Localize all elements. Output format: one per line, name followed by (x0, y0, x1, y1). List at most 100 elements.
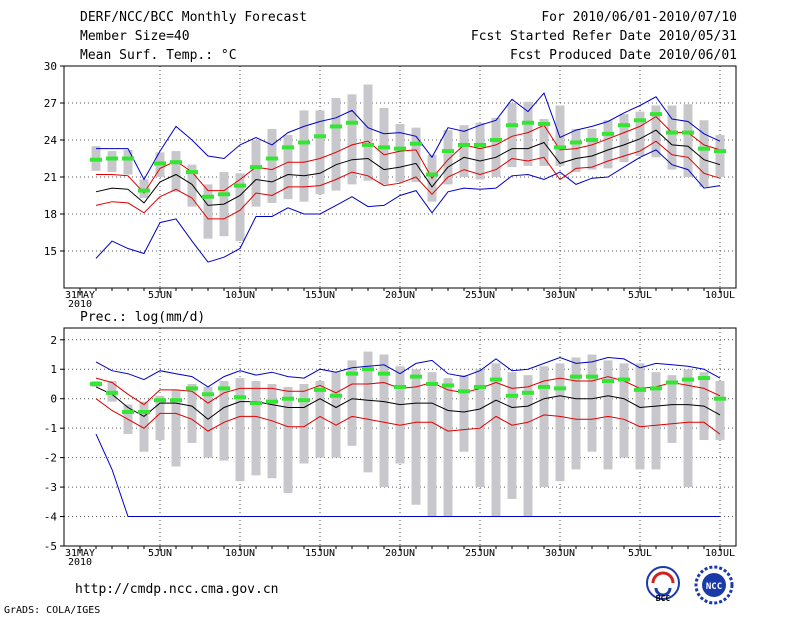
median-marker-14 (298, 140, 310, 145)
ensemble-box-25 (475, 122, 485, 180)
median-marker-19 (378, 371, 390, 376)
y-tick-label: 27 (44, 97, 57, 110)
ensemble-box-13 (283, 386, 293, 493)
x-tick-label: 5JUL (628, 290, 652, 301)
ensemble-box-30 (555, 363, 565, 482)
ensemble-box-6 (171, 389, 181, 467)
x-tick-label: 10JUL (705, 548, 735, 559)
median-marker-18 (362, 142, 374, 147)
ensemble-box-14 (299, 383, 309, 464)
median-marker-30 (554, 145, 566, 150)
ensemble-box-24 (459, 125, 469, 177)
median-marker-19 (378, 145, 390, 150)
ensemble-box-39 (699, 120, 709, 187)
ncc-logo-text: NCC (706, 582, 722, 592)
ensemble-box-36 (651, 105, 661, 158)
x-tick-label: 30JUN (545, 290, 575, 301)
median-marker-31 (570, 140, 582, 145)
median-marker-25 (474, 142, 486, 147)
median-marker-36 (650, 386, 662, 391)
ensemble-box-2 (107, 151, 117, 173)
ensemble-box-10 (235, 378, 245, 482)
median-marker-26 (490, 377, 502, 382)
x-tick-label: 10JUN (225, 290, 255, 301)
median-marker-5 (154, 398, 166, 403)
median-marker-5 (154, 161, 166, 166)
median-marker-24 (458, 389, 470, 394)
median-marker-17 (346, 120, 358, 125)
median-marker-20 (394, 384, 406, 389)
median-marker-28 (522, 120, 534, 125)
y-tick-label: 15 (44, 245, 57, 258)
median-marker-34 (618, 123, 630, 128)
ensemble-box-34 (619, 114, 629, 163)
bcc-logo-text: BCC (656, 594, 671, 603)
x-tick-label: 20JUN (385, 290, 415, 301)
median-marker-38 (682, 130, 694, 135)
median-marker-32 (586, 374, 598, 379)
x-tick-label: 15JUN (305, 290, 335, 301)
y-tick-label: -2 (44, 452, 57, 465)
x-tick-label: 25JUN (465, 548, 495, 559)
x-tick-label: 31MAY (65, 548, 95, 559)
bcc-logo: BCC (646, 566, 680, 603)
median-marker-18 (362, 367, 374, 372)
median-marker-7 (186, 170, 198, 175)
ensemble-box-10 (235, 173, 245, 242)
median-marker-33 (602, 379, 614, 384)
ensemble-box-22 (427, 372, 437, 517)
median-marker-23 (442, 383, 454, 388)
ensemble-box-5 (155, 395, 165, 440)
median-marker-11 (250, 165, 262, 170)
median-marker-34 (618, 377, 630, 382)
median-marker-15 (314, 134, 326, 139)
grads-credit: GrADS: COLA/IGES (4, 605, 101, 616)
median-marker-20 (394, 146, 406, 151)
x-tick-label: 25JUN (465, 290, 495, 301)
forecast-produced-date: Fcst Produced Date 2010/06/01 (510, 48, 737, 63)
median-marker-21 (410, 374, 422, 379)
ensemble-box-35 (635, 111, 645, 157)
ensemble-box-20 (395, 366, 405, 464)
ensemble-box-24 (459, 375, 469, 452)
ensemble-box-40 (715, 381, 725, 440)
ensemble-box-9 (219, 381, 229, 461)
ncc-logo: NCC (694, 565, 734, 605)
median-marker-13 (282, 396, 294, 401)
median-marker-17 (346, 371, 358, 376)
ensemble-box-16 (331, 98, 341, 191)
y-tick-label: 21 (44, 171, 57, 184)
variable-label: Mean Surf. Temp.: °C (80, 48, 237, 63)
inner-high-line (95, 376, 721, 406)
ensemble-box-37 (667, 105, 677, 170)
median-marker-37 (666, 380, 678, 385)
ensemble-mean-line (95, 129, 721, 206)
precipitation-panel: -5 -4 -3 -2 -1 0 1 2 31MAY 5JUN 10JUN 15JUN 20JUN 25J… (44, 327, 737, 568)
ensemble-box-32 (587, 354, 597, 452)
median-marker-24 (458, 142, 470, 147)
median-marker-6 (170, 398, 182, 403)
median-marker-1 (90, 157, 102, 162)
ensemble-box-20 (395, 123, 405, 182)
median-marker-14 (298, 398, 310, 403)
median-marker-21 (410, 141, 422, 146)
median-marker-7 (186, 386, 198, 391)
ensemble-box-38 (683, 104, 693, 177)
y-tick-label: -4 (44, 511, 58, 524)
median-marker-2 (106, 390, 118, 395)
ensemble-box-11 (251, 140, 261, 207)
ensemble-box-28 (523, 375, 533, 517)
median-marker-31 (570, 374, 582, 379)
median-marker-16 (330, 124, 342, 129)
median-marker-39 (698, 376, 710, 381)
x-tick-label: 30JUN (545, 548, 575, 559)
ensemble-box-18 (363, 351, 373, 473)
median-marker-3 (122, 156, 134, 161)
ensemble-box-26 (491, 363, 501, 517)
ensemble-box-11 (251, 381, 261, 476)
median-marker-27 (506, 123, 518, 128)
median-marker-22 (426, 381, 438, 386)
median-marker-8 (202, 194, 214, 199)
median-marker-16 (330, 393, 342, 398)
source-url[interactable]: http://cmdp.ncc.cma.gov.cn (75, 582, 279, 597)
